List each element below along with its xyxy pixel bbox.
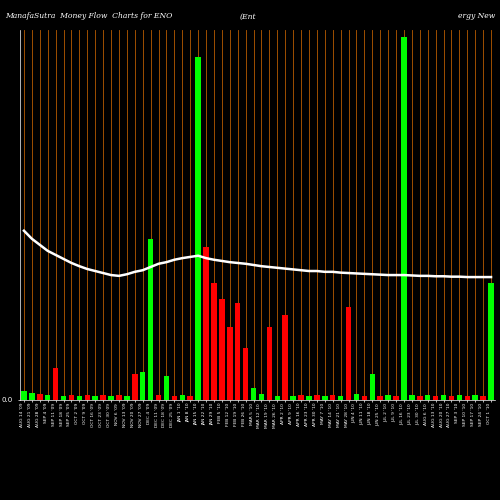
- Bar: [243, 348, 248, 400]
- Bar: [370, 374, 375, 400]
- Bar: [266, 328, 272, 400]
- Bar: [219, 299, 224, 400]
- Bar: [362, 396, 367, 400]
- Bar: [338, 396, 344, 400]
- Text: ManafaSutra  Money Flow  Charts for ENO: ManafaSutra Money Flow Charts for ENO: [5, 12, 172, 20]
- Bar: [464, 396, 470, 400]
- Bar: [172, 396, 177, 400]
- Bar: [45, 395, 51, 400]
- Bar: [448, 396, 454, 400]
- Bar: [68, 395, 74, 400]
- Bar: [61, 396, 66, 400]
- Bar: [211, 283, 216, 400]
- Bar: [29, 392, 34, 400]
- Bar: [480, 396, 486, 400]
- Bar: [417, 396, 422, 400]
- Bar: [394, 396, 399, 400]
- Bar: [456, 395, 462, 400]
- Bar: [314, 395, 320, 400]
- Bar: [140, 372, 145, 400]
- Bar: [21, 391, 26, 400]
- Bar: [76, 396, 82, 400]
- Bar: [100, 395, 106, 400]
- Bar: [282, 316, 288, 400]
- Bar: [472, 395, 478, 400]
- Bar: [164, 376, 169, 400]
- Bar: [92, 396, 98, 400]
- Bar: [251, 388, 256, 400]
- Bar: [346, 308, 352, 400]
- Bar: [386, 395, 391, 400]
- Bar: [378, 396, 383, 400]
- Bar: [330, 395, 336, 400]
- Bar: [401, 38, 406, 400]
- Bar: [53, 368, 59, 400]
- Text: (Ent: (Ent: [240, 12, 256, 20]
- Text: ergy New: ergy New: [458, 12, 495, 20]
- Bar: [156, 395, 162, 400]
- Bar: [322, 396, 328, 400]
- Bar: [84, 395, 90, 400]
- Bar: [132, 374, 138, 400]
- Bar: [227, 328, 232, 400]
- Bar: [235, 304, 240, 400]
- Bar: [306, 396, 312, 400]
- Bar: [441, 395, 446, 400]
- Bar: [108, 396, 114, 400]
- Bar: [196, 58, 201, 400]
- Bar: [433, 396, 438, 400]
- Bar: [274, 396, 280, 400]
- Bar: [425, 395, 430, 400]
- Bar: [258, 394, 264, 400]
- Bar: [124, 396, 130, 400]
- Bar: [409, 395, 414, 400]
- Bar: [204, 247, 209, 400]
- Bar: [298, 395, 304, 400]
- Bar: [290, 396, 296, 400]
- Bar: [37, 394, 43, 400]
- Bar: [488, 283, 494, 400]
- Bar: [354, 394, 359, 400]
- Bar: [148, 239, 154, 400]
- Bar: [116, 395, 121, 400]
- Bar: [188, 396, 193, 400]
- Bar: [180, 395, 185, 400]
